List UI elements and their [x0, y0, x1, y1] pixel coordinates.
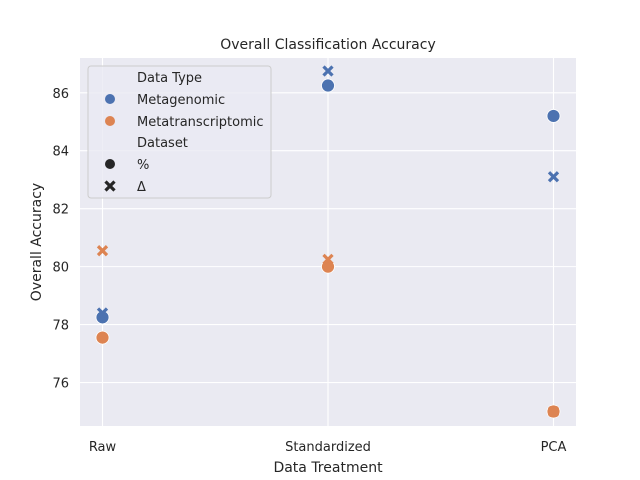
- legend-percent-marker: [105, 159, 115, 169]
- scatter-point-circle: [95, 330, 110, 345]
- legend-metagenomic-marker: [105, 94, 115, 104]
- scatter-point-x: [322, 253, 334, 266]
- legend: Data Type Metagenomic Metatranscriptomic…: [87, 65, 272, 199]
- y-axis-label: Overall Accuracy: [29, 183, 45, 301]
- legend-style-title: Dataset: [137, 136, 188, 151]
- tick-labels: 76 78 80 82 84 86 Raw Standardized PCA: [52, 87, 566, 455]
- legend-hue-title: Data Type: [137, 71, 202, 86]
- x-tick-label: PCA: [541, 440, 567, 455]
- scatter-point-circle: [546, 109, 561, 123]
- scatter-point-x: [96, 245, 109, 257]
- legend-metatranscriptomic-label: Metatranscriptomic: [137, 115, 264, 130]
- legend-delta-marker: [104, 180, 116, 192]
- scatter-point-x: [96, 307, 109, 319]
- data-marks: [95, 65, 561, 419]
- legend-percent-label: %: [137, 158, 149, 173]
- y-tick-label: 80: [52, 261, 69, 276]
- scatter-point-x: [547, 405, 560, 418]
- legend-metagenomic-label: Metagenomic: [137, 93, 225, 108]
- y-tick-label: 86: [52, 87, 69, 102]
- x-axis-label: Data Treatment: [273, 460, 383, 476]
- scatter-point-x: [322, 65, 334, 77]
- legend-delta-label: Δ: [137, 180, 146, 195]
- scatter-point-circle: [321, 78, 335, 93]
- scatter-point-x: [547, 171, 560, 183]
- legend-metatranscriptomic-marker: [105, 116, 115, 126]
- y-tick-label: 78: [52, 319, 69, 334]
- legend-box: [87, 65, 272, 199]
- y-tick-label: 82: [52, 203, 69, 218]
- x-tick-label: Raw: [89, 440, 117, 455]
- chart-title: Overall Classification Accuracy: [220, 37, 435, 53]
- x-tick-label: Standardized: [285, 440, 371, 455]
- y-tick-label: 84: [52, 145, 69, 160]
- y-tick-label: 76: [52, 377, 69, 392]
